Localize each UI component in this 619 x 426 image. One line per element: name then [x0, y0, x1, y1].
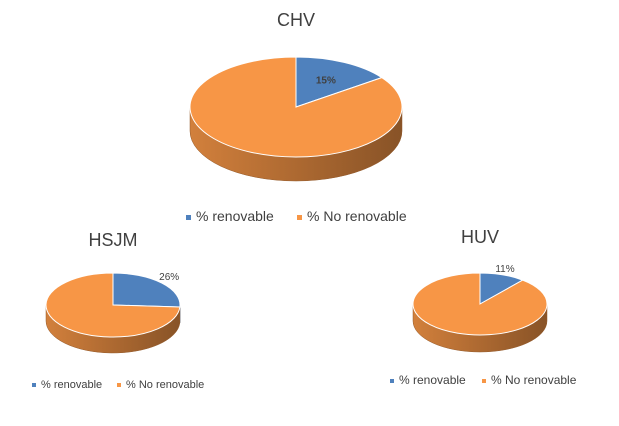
legend-marker [390, 379, 394, 383]
data-label: 15% [316, 75, 336, 86]
legend-marker [297, 215, 302, 220]
legend-label: % renovable [399, 373, 466, 387]
legend-marker [482, 379, 486, 383]
pie-slice-renovable [295, 56, 383, 108]
chart-title: HSJM [89, 230, 138, 250]
chart-title: HUV [461, 227, 499, 247]
pie-chart-hsjm: HSJM 26% % renovable % No renovable [32, 230, 204, 391]
pie-slice-no-renovable [45, 272, 181, 338]
pie-slice-renovable [112, 272, 181, 308]
data-label: 26% [159, 272, 179, 283]
legend-label: % renovable [41, 379, 102, 391]
legend-label: % No renovable [491, 373, 577, 387]
pie-slice-no-renovable [189, 56, 403, 158]
legend-marker [186, 215, 191, 220]
pie-chart-huv: HUV 11% % renovable % No renovable [390, 227, 577, 387]
data-label: 11% [495, 264, 514, 275]
chart-title: CHV [277, 10, 315, 30]
legend-label: % renovable [196, 208, 274, 224]
legend-label: % No renovable [307, 208, 407, 224]
pie-slice-no-renovable [412, 272, 548, 336]
legend-label: % No renovable [126, 379, 204, 391]
pie-chart-chv: CHV 15% % renovable % No renovable [186, 10, 407, 224]
legend-marker [32, 383, 36, 387]
legend-marker [117, 383, 121, 387]
